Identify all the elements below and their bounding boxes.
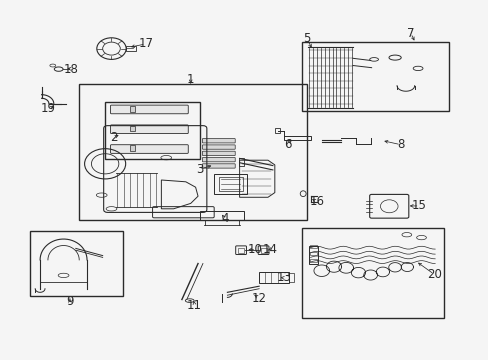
Text: 6: 6 [283,138,291,151]
Bar [238,248,244,253]
Bar [214,174,247,194]
Text: 14: 14 [262,243,277,256]
Bar [79,84,306,220]
Text: 18: 18 [63,63,78,76]
Text: 9: 9 [66,295,74,308]
Bar [308,246,317,264]
FancyBboxPatch shape [202,145,235,149]
FancyBboxPatch shape [202,139,235,143]
Text: 7: 7 [406,27,414,40]
FancyBboxPatch shape [110,145,188,153]
Bar [302,228,443,318]
Bar [260,248,266,253]
Bar [129,106,135,112]
Bar [259,272,288,283]
Bar [129,145,135,151]
Text: 5: 5 [303,32,310,45]
Bar [309,245,316,248]
Text: 12: 12 [251,292,266,305]
FancyBboxPatch shape [110,125,188,134]
FancyBboxPatch shape [202,158,235,162]
Bar [309,259,316,262]
Text: 20: 20 [426,268,441,281]
Text: 8: 8 [396,138,404,151]
Bar [30,231,123,296]
Bar [129,126,135,131]
Text: 3: 3 [195,163,203,176]
FancyBboxPatch shape [202,164,235,168]
Bar [288,273,294,282]
Bar [238,158,244,166]
Bar [105,102,199,159]
Text: 10: 10 [247,243,262,256]
Bar [200,211,243,220]
Text: 19: 19 [41,102,55,115]
Bar [283,136,310,140]
Bar [274,128,279,133]
Bar [126,46,136,51]
Bar [309,252,316,255]
Text: 17: 17 [138,37,153,50]
Text: 13: 13 [277,271,291,284]
Text: 11: 11 [187,299,202,312]
Text: 1: 1 [186,73,194,86]
Bar [219,177,242,191]
Bar [302,42,448,111]
FancyBboxPatch shape [202,151,235,156]
Text: 2: 2 [109,131,117,144]
Text: 16: 16 [309,195,324,208]
Text: 4: 4 [221,212,228,225]
Text: 15: 15 [411,199,426,212]
FancyBboxPatch shape [110,105,188,114]
